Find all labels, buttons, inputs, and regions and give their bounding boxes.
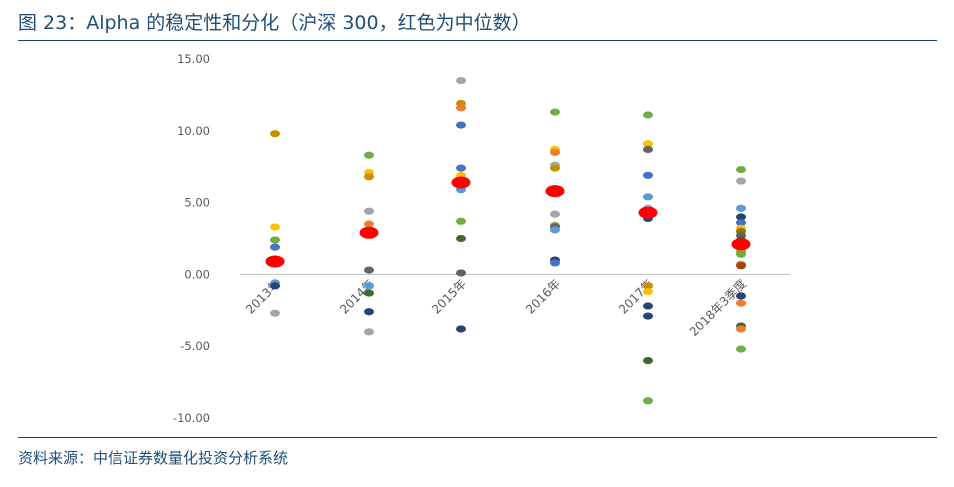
data-point	[550, 226, 560, 234]
median-point	[638, 206, 658, 219]
data-point	[456, 217, 466, 225]
y-tick-label: 15.00	[177, 52, 210, 66]
data-point	[550, 259, 560, 267]
data-point	[736, 250, 746, 258]
data-point	[643, 356, 653, 365]
data-point	[456, 104, 466, 112]
data-point	[643, 302, 653, 310]
y-tick-label: -10.00	[173, 411, 210, 425]
data-point	[643, 171, 653, 179]
data-point	[643, 288, 653, 296]
data-point	[643, 282, 653, 290]
data-point	[364, 173, 374, 181]
data-point	[270, 309, 280, 317]
data-point	[550, 210, 560, 218]
figure-title: 图 23：Alpha 的稳定性和分化（沪深 300，红色为中位数）	[18, 12, 531, 34]
y-tick-label: 10.00	[177, 124, 210, 138]
data-point	[643, 312, 653, 320]
median-point	[545, 185, 565, 198]
title-rule	[18, 40, 937, 41]
x-category-label: 2016年	[523, 277, 563, 317]
y-axis-ticks: -10.00 -5.00 0.00 5.00 10.00 15.00	[173, 52, 210, 425]
data-point	[736, 177, 746, 185]
data-point	[270, 282, 280, 290]
data-point	[456, 121, 466, 129]
data-point	[736, 262, 746, 270]
data-point	[736, 345, 746, 353]
data-point	[736, 204, 746, 212]
data-point	[550, 164, 560, 172]
median-point	[359, 226, 379, 239]
data-point	[643, 397, 653, 405]
x-axis-category-labels: 2013年 2014年 2015年 2016年 2017年 2018年3季度	[243, 276, 749, 339]
data-point	[456, 325, 466, 333]
data-point	[270, 223, 280, 231]
data-point	[736, 325, 746, 333]
data-point	[270, 130, 280, 138]
data-point	[550, 108, 560, 116]
data-point	[456, 164, 466, 172]
data-point	[643, 193, 653, 201]
data-point	[736, 165, 746, 174]
data-point	[364, 151, 374, 159]
data-point	[364, 308, 374, 316]
data-point	[736, 219, 746, 227]
median-points	[265, 176, 751, 268]
data-point	[270, 236, 280, 244]
x-category-label: 2017年	[616, 277, 656, 317]
data-point	[643, 140, 653, 148]
data-point	[456, 269, 466, 277]
data-point	[736, 299, 746, 307]
median-point	[265, 255, 285, 268]
data-point	[364, 328, 374, 336]
y-tick-label: 0.00	[184, 267, 210, 281]
median-point	[451, 176, 471, 189]
data-points	[270, 76, 746, 405]
y-tick-label: -5.00	[180, 339, 210, 353]
y-tick-label: 5.00	[184, 196, 210, 210]
data-point	[643, 111, 653, 119]
data-point	[456, 76, 466, 85]
data-point	[550, 148, 560, 156]
data-point	[364, 220, 374, 228]
data-point	[736, 292, 746, 300]
x-category-label: 2015年	[429, 277, 469, 317]
data-point	[364, 266, 374, 274]
median-point	[731, 238, 751, 251]
data-point	[270, 243, 280, 251]
source-rule	[18, 437, 937, 438]
data-point	[364, 289, 374, 297]
data-point	[736, 213, 746, 221]
data-point	[364, 207, 374, 215]
data-point	[643, 145, 653, 154]
data-point	[364, 282, 374, 290]
data-point	[456, 234, 466, 243]
source-note: 资料来源：中信证券数量化投资分析系统	[18, 449, 289, 467]
